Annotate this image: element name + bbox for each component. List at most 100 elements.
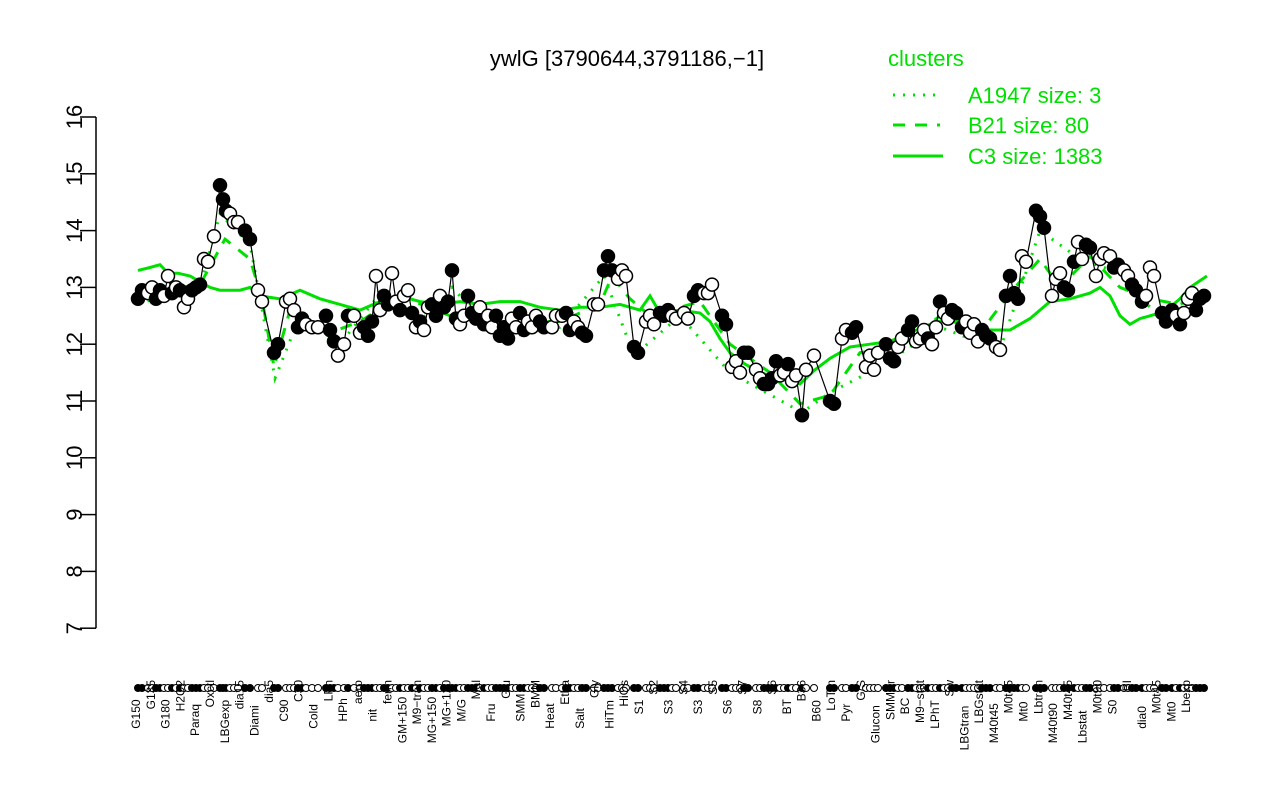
x-tick-label: Paraq <box>188 704 202 736</box>
y-tick-label: 15 <box>62 162 87 186</box>
x-tick-label: S6 <box>765 680 779 695</box>
rug-marker <box>830 684 838 692</box>
data-point <box>740 345 756 360</box>
data-point <box>200 254 216 270</box>
x-tick-label: S6 <box>721 699 735 714</box>
x-tick-label: Sw <box>943 680 957 697</box>
data-point <box>254 294 270 309</box>
data-point <box>1082 240 1098 255</box>
data-point <box>270 336 286 352</box>
data-point <box>806 348 822 363</box>
y-tick-label: 8 <box>62 565 87 577</box>
data-point <box>618 268 634 284</box>
data-point <box>384 265 400 281</box>
data-point <box>718 317 734 332</box>
data-point <box>1088 268 1104 284</box>
data-point <box>500 331 516 346</box>
x-tick-label: dia15 <box>233 680 247 710</box>
x-tick-label: Lbstat <box>1076 710 1090 743</box>
x-tick-label: LPh <box>321 680 335 701</box>
x-tick-label: MG+150 <box>425 697 439 744</box>
rug-marker <box>274 684 282 692</box>
x-tick-label: Glu <box>499 680 513 699</box>
x-tick-label: GM+150 <box>395 697 409 744</box>
x-tick-label: M9−stat <box>913 679 927 723</box>
x-tick-label: nit <box>366 708 380 721</box>
x-tick-label: G180 <box>159 699 173 729</box>
data-point <box>590 297 606 312</box>
data-point <box>440 294 456 309</box>
rug-marker <box>874 684 882 692</box>
data-point <box>1146 268 1162 284</box>
x-tick-label: M40t45 <box>987 703 1001 743</box>
legend-title: clusters <box>888 46 964 71</box>
rug-marker <box>672 684 680 692</box>
x-tick-label: S7 <box>736 680 750 695</box>
data-point <box>798 362 814 378</box>
data-point <box>1052 265 1068 281</box>
x-tick-label: S5 <box>706 680 720 695</box>
x-tick-label: BT <box>780 698 794 714</box>
data-point <box>794 407 810 423</box>
data-point <box>346 308 362 324</box>
y-tick-label: 16 <box>62 105 87 129</box>
x-tick-label: Lbexp <box>1179 680 1193 713</box>
data-point <box>192 277 208 292</box>
data-point <box>360 328 376 343</box>
data-point <box>928 319 944 335</box>
data-point <box>630 345 646 360</box>
x-tick-label: M40t45 <box>1061 680 1075 720</box>
rug-marker <box>582 684 590 692</box>
data-point <box>444 263 460 278</box>
x-tick-label: aero <box>351 680 365 704</box>
data-point <box>460 288 476 304</box>
x-tick-label: S0 <box>1105 699 1119 714</box>
data-point <box>242 231 258 247</box>
rug-marker <box>802 684 810 692</box>
data-point <box>392 302 408 318</box>
x-tick-label: M0t90 <box>1091 680 1105 714</box>
data-point <box>368 268 384 284</box>
x-tick-label: HiTm <box>602 700 616 729</box>
x-tick-label: Mt0 <box>1017 701 1031 721</box>
x-tick-label: M9−tran <box>410 680 424 724</box>
x-tick-label: G/S <box>854 680 868 701</box>
rug-marker <box>852 684 860 692</box>
rug-marker <box>1150 684 1158 692</box>
data-point <box>904 314 920 329</box>
data-point <box>848 319 864 335</box>
rug-marker <box>810 684 818 692</box>
x-tick-label: LPhT <box>928 699 942 728</box>
rug-marker <box>708 684 716 692</box>
x-tick-label: H2O2 <box>173 680 187 712</box>
rug-marker <box>1200 684 1208 692</box>
rug-marker <box>744 684 752 692</box>
data-point <box>866 362 882 378</box>
x-tick-label: SMM <box>514 694 528 722</box>
x-tick-label: dia0 <box>1135 706 1149 729</box>
y-tick-label: 10 <box>62 446 87 470</box>
x-tick-label: BI <box>1120 680 1134 691</box>
rug-marker <box>1040 684 1048 692</box>
x-tick-label: Cold <box>307 704 321 729</box>
data-point <box>878 336 894 352</box>
data-point <box>318 308 334 324</box>
data-point <box>160 268 176 284</box>
x-tick-label: C30 <box>292 680 306 702</box>
data-point <box>1044 288 1060 304</box>
x-tick-label: M40t90 <box>1046 703 1060 743</box>
data-point <box>1060 282 1076 298</box>
x-tick-label: S1 <box>632 699 646 714</box>
data-point <box>886 353 902 369</box>
data-point <box>400 282 416 298</box>
x-axis-rug <box>134 684 1208 692</box>
rug-marker <box>1022 684 1030 692</box>
x-tick-label: M0t45 <box>1002 680 1016 714</box>
x-tick-label: M0t45 <box>1150 680 1164 714</box>
data-point <box>1010 291 1026 307</box>
data-point <box>1002 268 1018 284</box>
y-tick-label: 14 <box>62 218 87 242</box>
x-tick-label: Mt0 <box>1164 701 1178 721</box>
data-point <box>310 319 326 335</box>
data-point <box>600 248 616 264</box>
